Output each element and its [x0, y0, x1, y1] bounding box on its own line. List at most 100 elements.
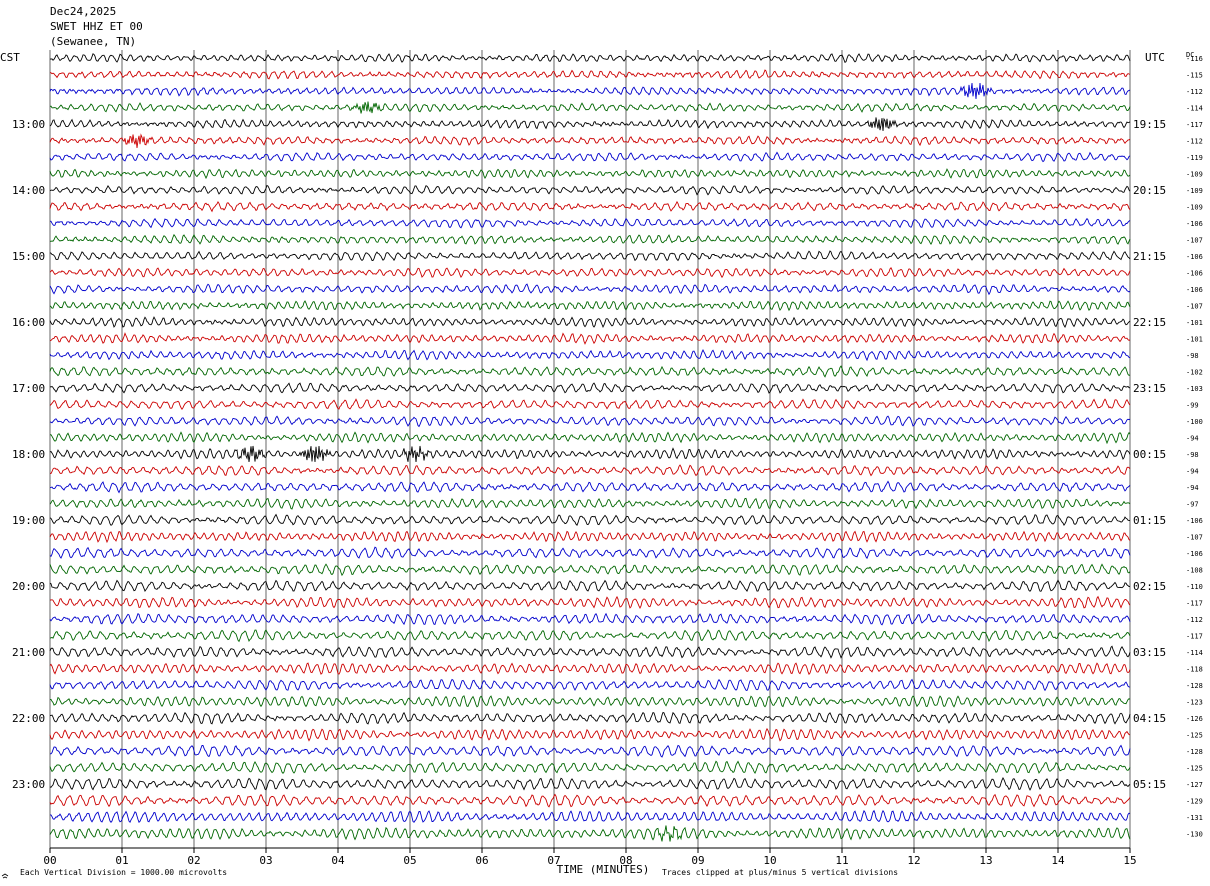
dc-offset-label: -130: [1186, 831, 1203, 839]
dc-offset-label: -112: [1186, 138, 1203, 146]
dc-offset-label: -109: [1186, 204, 1203, 212]
seismic-trace: [49, 711, 1131, 725]
dc-offset-label: -112: [1186, 616, 1203, 624]
dc-offset-label: -119: [1186, 154, 1203, 162]
seismic-trace: [49, 283, 1131, 296]
dc-offset-label: -99: [1186, 402, 1199, 410]
x-tick-label: 03: [259, 854, 272, 867]
dc-offset-label: -110: [1186, 583, 1203, 591]
x-axis-title: TIME (MINUTES): [557, 863, 650, 876]
right-hour-label: 23:15: [1133, 382, 1166, 395]
seismic-trace: [49, 233, 1131, 245]
dc-offset-label: -106: [1186, 550, 1203, 558]
seismic-trace: [49, 267, 1131, 279]
seismic-trace: [49, 825, 1131, 842]
seismic-trace: [49, 760, 1131, 775]
dc-offset-label: -98: [1186, 451, 1199, 459]
dc-offset-label: -108: [1186, 567, 1203, 575]
seismic-trace: [49, 695, 1131, 708]
seismic-trace: [49, 777, 1131, 791]
dc-offset-label: -114: [1186, 105, 1203, 113]
x-tick-label: 11: [835, 854, 848, 867]
dc-offset-label: -109: [1186, 171, 1203, 179]
seismic-trace: [49, 612, 1131, 626]
seismic-trace: [49, 530, 1131, 544]
right-hour-label: 05:15: [1133, 778, 1166, 791]
dc-offset-label: -126: [1186, 715, 1203, 723]
seismic-trace: [50, 629, 1131, 643]
x-tick-label: 02: [187, 854, 200, 867]
dc-offset-label: -128: [1186, 748, 1203, 756]
seismic-trace: [49, 69, 1131, 80]
dc-offset-label: -107: [1186, 303, 1203, 311]
x-tick-label: 01: [115, 854, 128, 867]
right-hour-label: 03:15: [1133, 646, 1166, 659]
seismic-trace: [49, 53, 1131, 63]
dc-offset-label: -98: [1186, 352, 1199, 360]
dc-offset-label: -107: [1186, 534, 1203, 542]
dc-offset-label: -129: [1186, 798, 1203, 806]
right-hour-label: 22:15: [1133, 316, 1166, 329]
dc-offset-label: -128: [1186, 682, 1203, 690]
seismic-trace: [49, 662, 1131, 676]
seismic-trace: [49, 168, 1131, 180]
dc-offset-label: -117: [1186, 121, 1203, 129]
header-station: SWET HHZ ET 00: [50, 20, 143, 33]
dc-offset-label: -94: [1186, 484, 1199, 492]
dc-offset-label: -116: [1186, 55, 1203, 63]
seismic-trace: [49, 151, 1131, 163]
seismic-trace: [49, 563, 1131, 577]
dc-offset-label: -106: [1186, 517, 1203, 525]
dc-header-label: DC: [1186, 51, 1194, 59]
seismic-trace: [49, 727, 1131, 742]
dc-offset-label: -103: [1186, 385, 1203, 393]
dc-offset-label: -94: [1186, 468, 1199, 476]
right-hour-label: 20:15: [1133, 184, 1166, 197]
x-tick-label: 04: [331, 854, 345, 867]
dc-offset-label: -131: [1186, 814, 1203, 822]
label-group: 00 01 02 03 04 05 06 07 08 09 10 11 12 13 14 15 -116 -115…: [12, 55, 1203, 867]
dc-offset-label: -118: [1186, 666, 1203, 674]
seismic-trace: [49, 332, 1131, 345]
seismic-trace: [49, 645, 1131, 659]
seismic-trace: [49, 595, 1131, 609]
seismic-trace: [49, 398, 1131, 411]
seismic-trace: [49, 445, 1131, 463]
seismic-trace: [49, 480, 1131, 494]
dc-offset-label: -125: [1186, 732, 1203, 740]
dc-offset-label: -106: [1186, 270, 1203, 278]
left-hour-label: 22:00: [12, 712, 45, 725]
dc-offset-label: -117: [1186, 633, 1203, 641]
left-hour-label: 20:00: [12, 580, 45, 593]
x-tick-label: 07: [547, 854, 560, 867]
right-timezone-label: UTC: [1145, 51, 1165, 64]
dc-offset-label: -94: [1186, 435, 1199, 443]
dc-offset-label: -123: [1186, 699, 1203, 707]
seismic-trace: [49, 117, 1131, 131]
right-hour-label: 04:15: [1133, 712, 1166, 725]
left-hour-label: 14:00: [12, 184, 45, 197]
left-hour-label: 18:00: [12, 448, 45, 461]
x-tick-label: 10: [763, 854, 776, 867]
left-hour-label: 17:00: [12, 382, 45, 395]
right-hour-label: 00:15: [1133, 448, 1166, 461]
seismic-trace: [49, 300, 1131, 312]
left-hour-label: 13:00: [12, 118, 45, 131]
dc-offset-label: -97: [1186, 501, 1199, 509]
right-hour-label: 02:15: [1133, 580, 1166, 593]
scale-note: Each Vertical Division = 1000.00 microvo…: [20, 868, 227, 877]
dc-offset-label: -115: [1186, 72, 1203, 80]
seismic-trace: [49, 250, 1131, 262]
left-hour-label: 15:00: [12, 250, 45, 263]
seismic-trace: [49, 431, 1131, 445]
dc-offset-label: -106: [1186, 286, 1203, 294]
left-hour-label: 16:00: [12, 316, 45, 329]
seismic-trace: [49, 415, 1131, 428]
x-tick-label: 05: [403, 854, 416, 867]
seismic-trace: [49, 316, 1131, 328]
seismic-trace: [49, 678, 1131, 692]
seismic-trace: [49, 579, 1130, 593]
dc-offset-label: -102: [1186, 369, 1203, 377]
dc-offset-label: -114: [1186, 649, 1203, 657]
seismic-trace: [49, 82, 1131, 100]
